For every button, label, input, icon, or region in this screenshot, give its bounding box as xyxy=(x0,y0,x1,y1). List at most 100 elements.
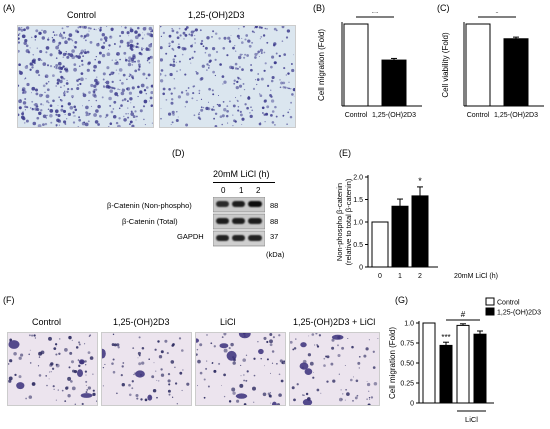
stain-dot xyxy=(369,398,371,400)
stain-dot xyxy=(146,59,149,62)
stain-dot xyxy=(61,389,64,392)
stain-dot xyxy=(200,42,203,45)
stain-dot xyxy=(184,73,187,76)
stain-dot xyxy=(102,72,106,76)
stain-dot xyxy=(245,34,249,37)
legend-swatch xyxy=(485,297,495,306)
stain-dot xyxy=(77,26,80,29)
stain-dot xyxy=(226,109,229,113)
legend-label: 1,25-(OH)2D3 xyxy=(497,310,541,317)
stain-dot xyxy=(126,100,129,103)
stain-dot xyxy=(71,339,73,341)
stain-dot xyxy=(141,346,145,350)
cell-cluster xyxy=(102,348,106,359)
stain-dot xyxy=(280,81,284,85)
stain-dot xyxy=(109,89,113,93)
x-tick-label: Control xyxy=(345,112,368,119)
stain-dot xyxy=(101,53,106,58)
stain-dot xyxy=(48,371,51,373)
stain-dot xyxy=(78,343,81,346)
stain-dot xyxy=(56,78,61,82)
stain-dot xyxy=(37,365,40,367)
stain-dot xyxy=(326,355,330,359)
stain-dot xyxy=(31,92,32,94)
stain-dot xyxy=(233,119,236,123)
stain-dot xyxy=(168,34,172,38)
stain-dot xyxy=(279,359,283,363)
stain-dot xyxy=(186,382,190,386)
legend-label: Control xyxy=(497,300,520,307)
stain-dot xyxy=(316,345,320,348)
stain-dot xyxy=(124,58,128,62)
stain-dot xyxy=(183,38,185,40)
stain-dot xyxy=(121,365,124,368)
stain-dot xyxy=(190,62,192,64)
stain-dot xyxy=(55,109,59,113)
stain-dot xyxy=(84,34,87,38)
stain-dot xyxy=(140,398,143,401)
stain-dot xyxy=(29,47,31,49)
stain-dot xyxy=(373,381,378,386)
stain-dot xyxy=(208,67,210,69)
micrograph-f-licl xyxy=(195,332,286,406)
stain-dot xyxy=(278,54,281,58)
stain-dot xyxy=(230,35,232,36)
stain-dot xyxy=(158,380,160,382)
blot-time-1: 1 xyxy=(239,186,244,195)
stain-dot xyxy=(45,51,48,54)
stain-dot xyxy=(126,78,128,81)
stain-dot xyxy=(213,117,215,120)
blot-kda-unit: (kDa) xyxy=(266,250,285,259)
stain-dot xyxy=(108,44,111,47)
stain-dot xyxy=(212,70,215,74)
stain-dot xyxy=(104,39,108,42)
stain-dot xyxy=(185,100,189,104)
stain-dot xyxy=(250,106,252,109)
stain-dot xyxy=(89,356,94,360)
stain-dot xyxy=(24,105,27,109)
stain-dot xyxy=(105,85,110,89)
stain-dot xyxy=(199,371,203,375)
stain-dot xyxy=(55,125,58,127)
stain-dot xyxy=(244,53,247,56)
stain-dot xyxy=(18,49,20,53)
y-axis-label-2: (relative to total β-catenin) xyxy=(344,178,353,265)
stain-dot xyxy=(241,37,243,39)
stain-dot xyxy=(34,35,37,38)
stain-dot xyxy=(227,36,231,40)
stain-dot xyxy=(41,94,44,96)
stain-dot xyxy=(355,379,359,383)
stain-dot xyxy=(182,31,186,35)
stain-dot xyxy=(88,112,91,115)
stain-dot xyxy=(236,76,239,79)
stain-dot xyxy=(65,386,69,390)
stain-dot xyxy=(41,59,43,61)
stain-dot xyxy=(270,402,272,404)
stain-dot xyxy=(84,343,86,345)
stain-dot xyxy=(139,90,143,94)
stain-dot xyxy=(365,347,369,351)
stain-dot xyxy=(96,76,98,78)
bar xyxy=(439,344,453,404)
stain-dot xyxy=(62,65,65,68)
stain-dot xyxy=(181,389,183,392)
stain-dot xyxy=(80,77,84,82)
cell-cluster xyxy=(299,362,309,370)
stain-dot xyxy=(179,34,182,37)
stain-dot xyxy=(52,385,55,388)
stain-dot xyxy=(214,32,218,35)
stain-dot xyxy=(29,349,31,351)
stain-dot xyxy=(64,123,67,125)
stain-dot xyxy=(112,108,115,110)
stain-dot xyxy=(73,67,77,72)
stain-dot xyxy=(35,88,38,92)
x-tick-label: 1 xyxy=(398,273,402,280)
stain-dot xyxy=(130,112,135,116)
stain-dot xyxy=(192,92,195,95)
stain-dot xyxy=(65,53,67,55)
stain-dot xyxy=(46,64,50,67)
stain-dot xyxy=(133,373,135,376)
stain-dot xyxy=(108,96,112,101)
stain-dot xyxy=(77,84,79,86)
stain-dot xyxy=(34,39,36,41)
